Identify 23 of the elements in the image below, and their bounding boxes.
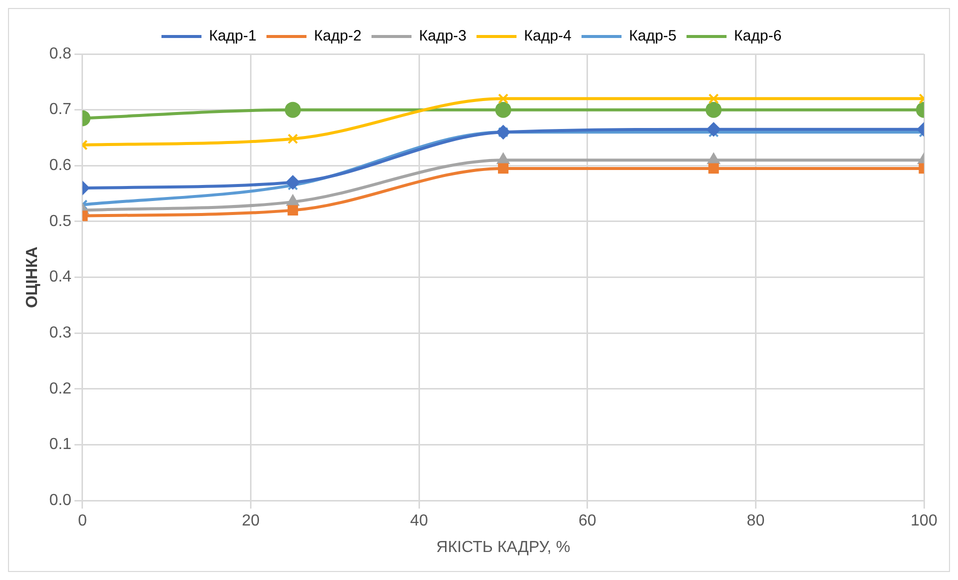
y-tick-label: 0.5: [49, 212, 72, 230]
y-tick-label: 0.4: [49, 268, 72, 286]
x-tick-label: 80: [746, 512, 765, 530]
legend-label: Кадр-2: [314, 28, 362, 45]
legend-label: Кадр-3: [418, 28, 467, 45]
x-tick-label: 0: [78, 512, 87, 530]
y-tick-label: 0.8: [49, 45, 72, 62]
y-tick-label: 0.7: [49, 101, 72, 118]
x-tick-label: 40: [410, 512, 428, 530]
y-axis-title: ОЦІНКА: [24, 246, 42, 308]
x-tick-label: 20: [242, 512, 260, 530]
y-tick-label: 0.6: [49, 157, 72, 174]
legend-label: Кадр-1: [208, 28, 256, 45]
x-axis-title: ЯКІСТЬ КАДРУ, %: [436, 538, 570, 556]
legend-label: Кадр-5: [629, 28, 677, 45]
y-tick-label: 0.2: [49, 380, 72, 398]
x-tick-label: 100: [910, 512, 938, 530]
x-tick-label: 60: [578, 512, 596, 530]
legend-label: Кадр-4: [524, 28, 572, 45]
y-tick-label: 0.0: [49, 492, 72, 510]
y-tick-label: 0.1: [49, 436, 72, 454]
legend-label: Кадр-6: [734, 28, 782, 45]
y-tick-label: 0.3: [49, 324, 72, 342]
